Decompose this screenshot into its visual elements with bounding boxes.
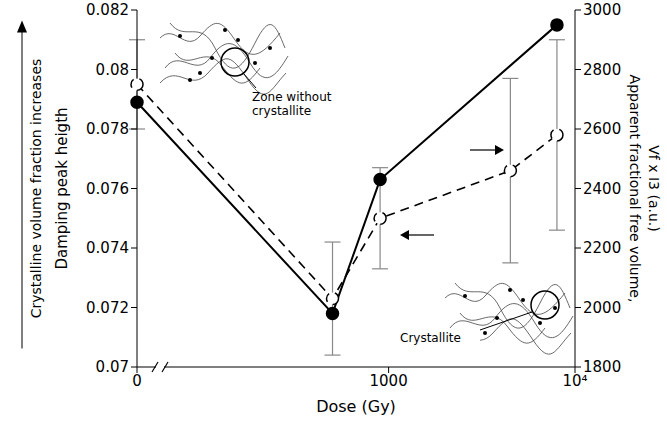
svg-text:Vf x I3 (a.u.): Vf x I3 (a.u.) [646, 145, 662, 231]
svg-text:2800: 2800 [583, 61, 621, 79]
svg-text:1000: 1000 [370, 372, 408, 390]
svg-text:0.074: 0.074 [86, 239, 129, 257]
svg-text:Damping peak heigth: Damping peak heigth [53, 107, 71, 269]
svg-text:Crystallite: Crystallite [400, 331, 461, 345]
svg-text:Crystalline volume fraction in: Crystalline volume fraction increases [28, 59, 44, 319]
svg-text:0.072: 0.072 [86, 299, 129, 317]
svg-text:10⁴: 10⁴ [562, 371, 588, 390]
svg-text:1800: 1800 [583, 358, 621, 376]
svg-text:0: 0 [132, 372, 142, 390]
svg-text:2400: 2400 [583, 180, 621, 198]
svg-text:0.076: 0.076 [86, 180, 129, 198]
svg-text:2000: 2000 [583, 299, 621, 317]
svg-text:0.078: 0.078 [86, 120, 129, 138]
svg-text:0.082: 0.082 [86, 1, 129, 19]
svg-text:0.07: 0.07 [96, 358, 129, 376]
svg-text:crystallite: crystallite [252, 104, 311, 118]
svg-text:3000: 3000 [583, 1, 621, 19]
svg-text:2600: 2600 [583, 120, 621, 138]
svg-text:2200: 2200 [583, 239, 621, 257]
svg-text:Apparent fractional free volum: Apparent fractional free volume, [627, 75, 643, 303]
svg-text:Dose (Gy): Dose (Gy) [316, 397, 396, 416]
svg-text:0.08: 0.08 [96, 61, 129, 79]
svg-text:Zone without: Zone without [252, 90, 332, 104]
